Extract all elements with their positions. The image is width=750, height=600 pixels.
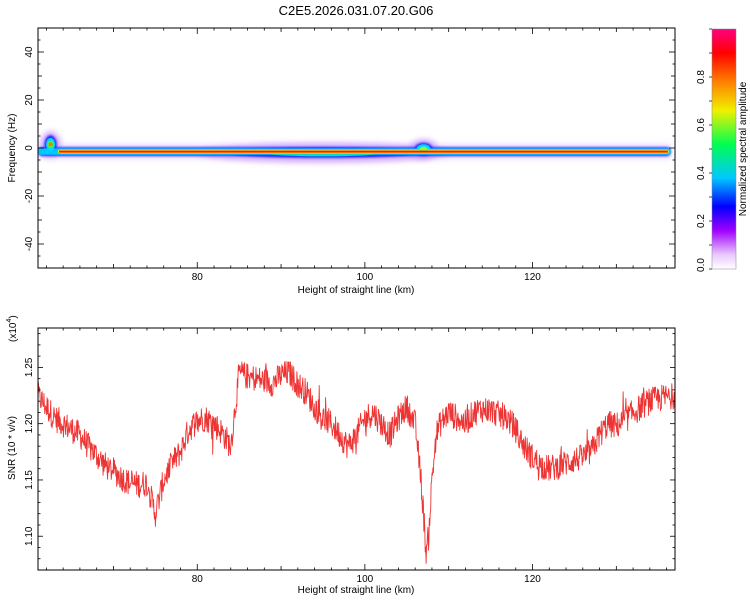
snr-panel: 80 100 120 1.10 1.15 1.20 1.25 Height of stra… — [6, 315, 676, 596]
colorbar-tick-label: 0.4 — [696, 166, 707, 180]
snr-x-tick-label: 80 — [192, 574, 204, 585]
ridge-feature-core — [419, 146, 428, 152]
snr-y-tick-label: 1.25 — [24, 357, 35, 377]
colorbar-tick-label: 0.8 — [696, 70, 707, 84]
spectrogram-x-tick-label: 100 — [357, 272, 374, 283]
snr-x-tick-label: 120 — [524, 574, 541, 585]
spectrogram-y-tick-label: 0 — [24, 145, 35, 151]
snr-series-line — [38, 361, 675, 564]
colorbar: 0.0 0.2 0.4 0.6 0.8 Normalized spectral ampl… — [696, 28, 749, 272]
colorbar-ticks: 0.0 0.2 0.4 0.6 0.8 — [696, 28, 712, 272]
snr-y-scale-base: (x10 — [8, 322, 19, 342]
colorbar-tick-label: 0.6 — [696, 118, 707, 132]
snr-y-tick-label: 1.10 — [24, 526, 35, 546]
spectrogram-x-tick-label: 120 — [524, 272, 541, 283]
spectrogram-image — [38, 131, 671, 163]
snr-y-scale: (x104) — [6, 315, 19, 342]
figure-title: C2E5.2026.031.07.20.G06 — [279, 3, 434, 18]
colorbar-label: Normalized spectral amplitude — [738, 81, 749, 216]
spectrogram-y-label: Frequency (Hz) — [7, 114, 18, 183]
spectrogram-y-tick-label: 20 — [24, 94, 35, 106]
snr-y-scale-suffix: ) — [8, 315, 19, 318]
spectrogram-y-tick-label: -20 — [24, 188, 35, 203]
snr-x-tick-label: 100 — [357, 574, 374, 585]
svg-text:(x104): (x104) — [6, 315, 19, 342]
spectrogram-y-ticks: -40 -20 0 20 40 — [24, 27, 675, 269]
snr-y-scale-exponent: 4 — [6, 319, 13, 323]
ridge-feature-peak — [48, 142, 53, 147]
snr-y-tick-label: 1.20 — [24, 414, 35, 434]
spectrogram-x-tick-label: 80 — [192, 272, 204, 283]
spectrogram-y-tick-label: 40 — [24, 46, 35, 58]
spectrogram-y-tick-label: -40 — [24, 236, 35, 251]
snr-frame — [37, 327, 676, 571]
spectrogram-x-label: Height of straight line (km) — [298, 285, 415, 296]
snr-x-label: Height of straight line (km) — [298, 585, 415, 596]
colorbar-tick-label: 0.0 — [696, 258, 707, 272]
colorbar-gradient — [711, 28, 737, 270]
ridge-red-core — [59, 150, 668, 153]
snr-y-label: SNR (10 * v/v) — [7, 416, 18, 480]
snr-y-tick-label: 1.15 — [24, 470, 35, 490]
spectrogram-x-ticks: 80 100 120 — [45, 28, 668, 283]
spectrogram-panel: 80 100 120 -40 -20 0 20 40 Height of straight … — [7, 27, 676, 296]
colorbar-tick-label: 0.2 — [696, 214, 707, 228]
snr-y-ticks: 1.10 1.15 1.20 1.25 — [24, 333, 675, 560]
snr-x-ticks: 80 100 120 — [45, 328, 668, 585]
